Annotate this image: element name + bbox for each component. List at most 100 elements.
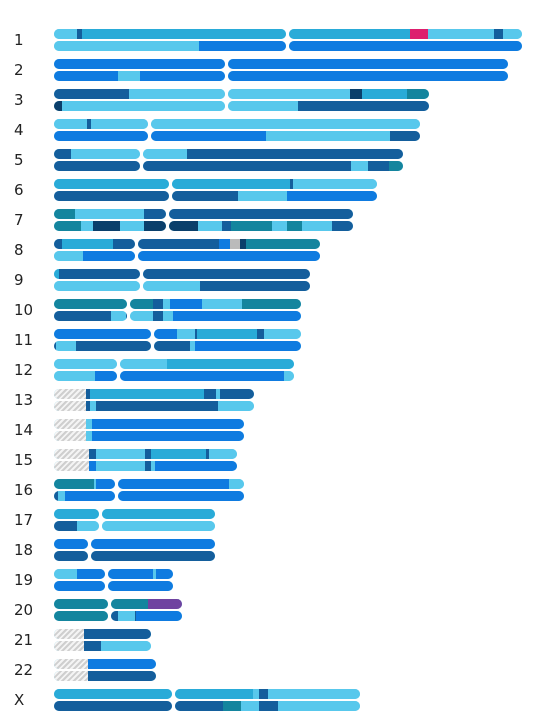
homolog-1 xyxy=(54,509,218,519)
ancestry-segment xyxy=(256,329,265,339)
chromosome-label: X xyxy=(14,691,25,709)
ancestry-segment xyxy=(150,119,420,129)
q-arm xyxy=(120,371,294,381)
p-arm xyxy=(54,521,100,531)
homolog-1 xyxy=(54,269,313,279)
p-arm xyxy=(54,509,100,519)
q-arm xyxy=(142,281,311,291)
q-arm xyxy=(54,461,237,471)
ancestry-segment xyxy=(218,239,231,249)
ancestry-segment xyxy=(263,329,301,339)
q-arm xyxy=(54,671,157,681)
ancestry-segment xyxy=(93,479,97,489)
q-arm xyxy=(107,569,173,579)
q-arm xyxy=(142,149,404,159)
ancestry-segment xyxy=(245,239,320,249)
p-arm xyxy=(54,539,89,549)
q-arm xyxy=(107,581,173,591)
ancestry-segment xyxy=(289,41,522,51)
chromosome-row xyxy=(0,59,540,81)
ancestry-segment xyxy=(259,701,279,711)
ancestry-segment xyxy=(143,209,167,219)
ancestry-segment xyxy=(223,389,254,399)
q-arm xyxy=(142,161,404,171)
q-arm xyxy=(150,131,420,141)
ancestry-segment xyxy=(54,311,112,321)
ancestry-segment xyxy=(162,311,174,321)
unassigned-region xyxy=(54,659,89,669)
ancestry-segment xyxy=(95,401,219,411)
ancestry-segment xyxy=(54,611,108,621)
ancestry-segment xyxy=(71,149,140,159)
ancestry-segment xyxy=(289,179,294,189)
ancestry-segment xyxy=(389,161,404,171)
chromosome-label: 13 xyxy=(14,391,34,409)
ancestry-segment xyxy=(332,221,354,231)
q-arm xyxy=(137,239,320,249)
ancestry-segment xyxy=(229,239,241,249)
ancestry-segment xyxy=(97,479,116,489)
q-arm xyxy=(129,311,301,321)
ancestry-segment xyxy=(162,299,171,309)
ancestry-segment xyxy=(129,299,154,309)
chromosome-row xyxy=(0,29,540,51)
ancestry-segment xyxy=(101,449,146,459)
ancestry-segment xyxy=(409,29,429,39)
ancestry-segment xyxy=(199,41,287,51)
ancestry-segment xyxy=(54,209,76,219)
homolog-2 xyxy=(54,671,158,681)
homolog-2 xyxy=(54,461,239,471)
p-arm xyxy=(54,149,140,159)
q-arm xyxy=(54,401,254,411)
ancestry-segment xyxy=(92,419,244,429)
ancestry-segment xyxy=(197,329,258,339)
homolog-2 xyxy=(54,191,379,201)
ancestry-segment xyxy=(83,251,135,261)
ancestry-segment xyxy=(493,29,504,39)
chromosome-label: 22 xyxy=(14,661,34,679)
p-arm xyxy=(54,179,169,189)
chromosome-row xyxy=(0,269,540,291)
p-arm xyxy=(54,611,108,621)
ancestry-segment xyxy=(286,191,377,201)
chromosome-label: 11 xyxy=(14,331,34,349)
q-arm xyxy=(227,71,508,81)
unassigned-region xyxy=(54,401,87,411)
ancestry-segment xyxy=(56,341,77,351)
ancestry-segment xyxy=(227,59,508,69)
p-arm xyxy=(54,281,140,291)
ancestry-segment xyxy=(145,461,152,471)
ancestry-segment xyxy=(57,491,66,501)
homolog-2 xyxy=(54,701,362,711)
homolog-1 xyxy=(54,89,431,99)
ancestry-segment xyxy=(194,329,198,339)
ancestry-segment xyxy=(368,161,390,171)
ancestry-segment xyxy=(171,191,239,201)
ancestry-segment xyxy=(61,101,226,111)
ancestry-segment xyxy=(150,461,156,471)
ancestry-segment xyxy=(197,221,223,231)
ancestry-segment xyxy=(178,599,183,609)
ancestry-segment xyxy=(76,521,100,531)
homolog-1 xyxy=(54,119,422,129)
unassigned-region xyxy=(54,671,89,681)
p-arm xyxy=(54,101,226,111)
ancestry-segment xyxy=(169,221,199,231)
ancestry-segment xyxy=(54,479,95,489)
homolog-2 xyxy=(54,491,246,501)
q-arm xyxy=(54,659,157,669)
ancestry-segment xyxy=(86,431,93,441)
chromosome-row xyxy=(0,569,540,591)
chromosome-row xyxy=(0,119,540,141)
ancestry-segment xyxy=(82,29,287,39)
ancestry-segment xyxy=(96,449,103,459)
unassigned-region xyxy=(54,431,87,441)
p-arm xyxy=(54,191,169,201)
homolog-2 xyxy=(54,431,246,441)
q-arm xyxy=(54,431,244,441)
chromosome-label: 4 xyxy=(14,121,24,139)
q-arm xyxy=(120,359,294,369)
q-arm xyxy=(289,29,522,39)
homolog-1 xyxy=(54,359,296,369)
homolog-1 xyxy=(54,149,405,159)
